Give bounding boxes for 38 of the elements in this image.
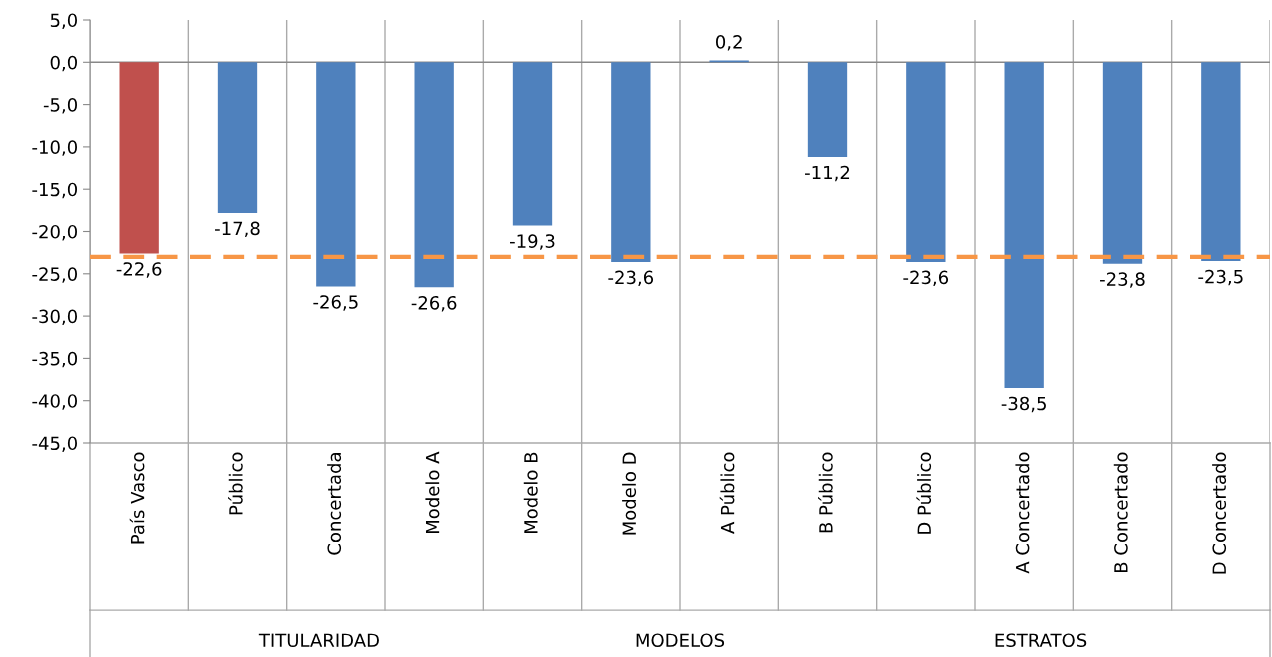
y-tick-label: -30,0	[32, 309, 77, 326]
y-tick-label: -35,0	[32, 351, 77, 368]
data-label: -23,8	[1100, 272, 1145, 288]
y-tick-label: -45,0	[32, 436, 77, 452]
data-label: -17,8	[215, 221, 260, 238]
x-tick-label: D Concertado	[1212, 452, 1227, 574]
x-tick-label: Concertada	[327, 453, 342, 555]
x-tick-label: País Vasco	[129, 452, 145, 544]
data-label: -23,5	[1198, 269, 1243, 286]
y-tick-label: -40,0	[32, 394, 77, 410]
x-tick-label: Modelo A	[425, 451, 440, 534]
data-label: -19,3	[510, 234, 555, 250]
data-label: -11,2	[805, 165, 850, 182]
data-label: -38,5	[1001, 396, 1046, 413]
y-tick-label: -20,0	[32, 224, 77, 241]
x-tick-label: A Concertado	[1015, 452, 1030, 574]
x-tick-label: D Público	[916, 452, 932, 534]
x-tick-label: Modelo B	[523, 452, 538, 534]
y-tick-label: -15,0	[32, 182, 77, 199]
data-label: 0,2	[716, 35, 742, 51]
x-tick-label: Público	[228, 452, 243, 515]
text: TITULARIDAD	[258, 633, 379, 648]
y-tick-label: 5,0	[50, 13, 77, 29]
data-label: -26,5	[313, 295, 358, 311]
x-tick-label: B Concertado	[1113, 452, 1128, 573]
data-label: -23,6	[608, 270, 654, 287]
data-label: -26,6	[411, 295, 457, 312]
y-tick-label: 0,0	[50, 55, 77, 72]
x-tick-label: Modelo D	[622, 452, 637, 535]
data-label: -22,6	[116, 262, 162, 278]
x-tick-label: A Público	[719, 452, 735, 534]
x-tick-label: B Público	[818, 452, 833, 533]
text: MODELOS	[636, 633, 725, 648]
y-tick-label: -25,0	[32, 267, 77, 283]
text: ESTRATOS	[995, 633, 1087, 648]
data-label: -23,6	[903, 270, 949, 287]
y-tick-label: -10,0	[32, 140, 77, 156]
y-tick-label: -5,0	[43, 98, 77, 114]
